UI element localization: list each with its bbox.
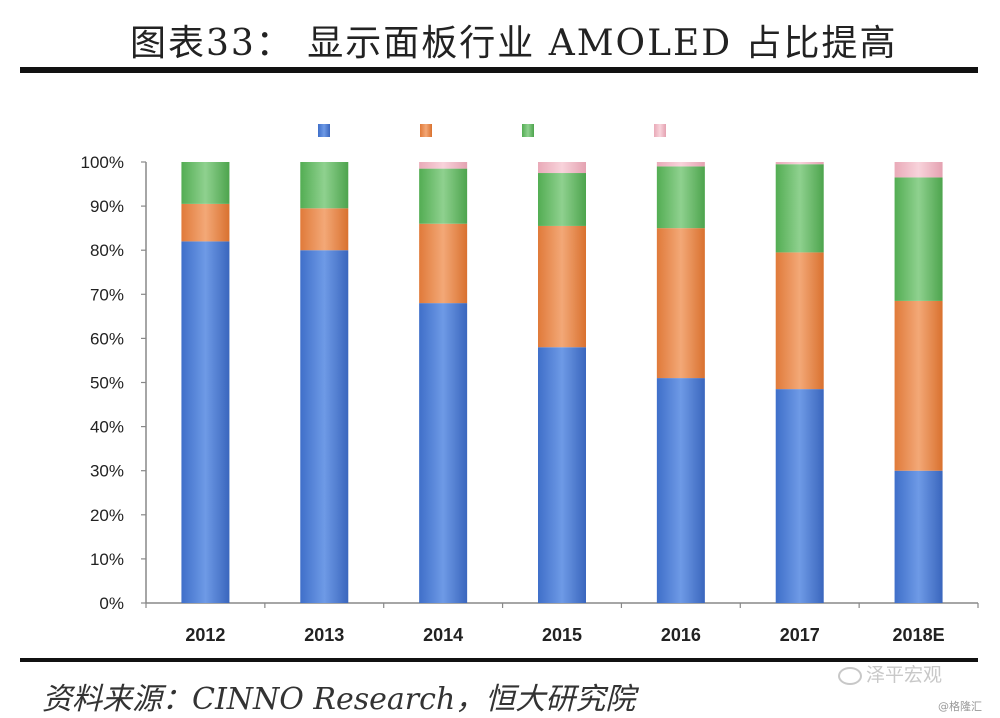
x-axis-labels: 2012 2013 2014 2015 2016 2017 2018E bbox=[185, 625, 944, 645]
x-tick-label: 2016 bbox=[661, 625, 701, 645]
source-note: 资料来源：CINNO Research，恒大研究院 bbox=[42, 682, 636, 717]
bar-segment-2016-s1 bbox=[656, 378, 705, 603]
legend-swatch-4 bbox=[654, 124, 666, 137]
bar-segment-2017-s4 bbox=[775, 162, 824, 165]
bottom-divider bbox=[20, 658, 978, 662]
bar-segment-2013-s2 bbox=[300, 208, 349, 251]
bar-segment-2016-s2 bbox=[656, 228, 705, 379]
bar-segment-2013-s1 bbox=[300, 250, 349, 603]
y-tick-label: 20% bbox=[90, 506, 124, 525]
y-tick-label: 70% bbox=[90, 285, 124, 304]
chart-title: 图表33： 显示面板行业 AMOLED 占比提高 bbox=[130, 23, 898, 64]
legend-swatch-2 bbox=[420, 124, 432, 137]
x-tick-label: 2018E bbox=[893, 625, 945, 645]
bar-segment-2015-s3 bbox=[538, 173, 586, 226]
bar-segment-2016-s4 bbox=[656, 162, 705, 167]
bar-segment-2017-s1 bbox=[775, 389, 824, 603]
y-tick-label: 80% bbox=[90, 241, 124, 260]
bar-segment-2017-s3 bbox=[775, 164, 824, 253]
watermark-main-text: 泽平宏观 bbox=[866, 664, 943, 686]
wechat-icon bbox=[838, 666, 862, 685]
y-tick-label: 50% bbox=[90, 374, 124, 393]
bar-segment-2014-s2 bbox=[419, 223, 468, 304]
bar-segment-2018E-s4 bbox=[894, 162, 943, 178]
bar-segment-2015-s2 bbox=[538, 225, 586, 348]
x-tick-label: 2015 bbox=[542, 625, 582, 645]
watermark-sub: @格隆汇 bbox=[938, 700, 982, 713]
x-tick-label: 2017 bbox=[780, 625, 820, 645]
chart-bars bbox=[181, 162, 943, 603]
bar-segment-2018E-s1 bbox=[894, 470, 943, 603]
stacked-bar-chart: 0%10%20%30%40%50%60%70%80%90%100% 2012 20… bbox=[81, 124, 979, 645]
y-tick-label: 60% bbox=[90, 329, 124, 348]
bar-segment-2014-s4 bbox=[419, 162, 468, 169]
watermark-main: 泽平宏观 bbox=[838, 660, 942, 687]
y-tick-label: 30% bbox=[90, 462, 124, 481]
bar-segment-2012-s2 bbox=[181, 203, 230, 242]
chart-legend bbox=[318, 124, 666, 137]
y-tick-label: 0% bbox=[99, 594, 124, 613]
bar-segment-2017-s2 bbox=[775, 252, 824, 390]
y-tick-label: 40% bbox=[90, 418, 124, 437]
bar-segment-2014-s1 bbox=[419, 303, 468, 603]
bar-segment-2014-s3 bbox=[419, 168, 468, 224]
bar-segment-2012-s1 bbox=[181, 241, 230, 603]
bar-segment-2012-s3 bbox=[181, 162, 230, 204]
x-tick-label: 2013 bbox=[304, 625, 344, 645]
bar-segment-2016-s3 bbox=[656, 166, 705, 229]
y-tick-label: 90% bbox=[90, 197, 124, 216]
chart-axes: 0% 10% 20% 30% 40% 50% 60% 70% 80% 90% 100% bbox=[81, 153, 979, 613]
x-tick-label: 2014 bbox=[423, 625, 463, 645]
bar-segment-2015-s1 bbox=[538, 347, 586, 603]
legend-swatch-3 bbox=[522, 124, 534, 137]
bar-segment-2013-s3 bbox=[300, 162, 349, 209]
top-divider bbox=[20, 67, 978, 73]
y-tick-label: 10% bbox=[90, 550, 124, 569]
bar-segment-2015-s4 bbox=[538, 162, 586, 174]
y-tick-label: 100% bbox=[81, 153, 124, 172]
x-tick-label: 2012 bbox=[185, 625, 225, 645]
bar-segment-2018E-s2 bbox=[894, 300, 943, 471]
bar-segment-2018E-s3 bbox=[894, 177, 943, 301]
legend-swatch-1 bbox=[318, 124, 330, 137]
